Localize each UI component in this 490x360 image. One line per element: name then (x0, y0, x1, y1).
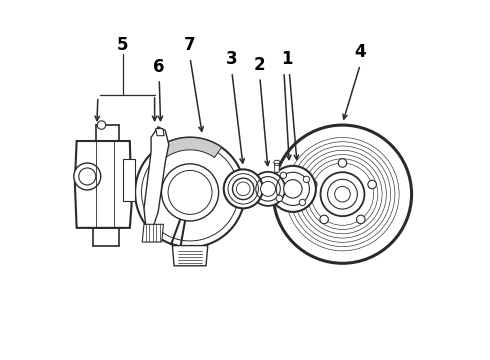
Circle shape (335, 186, 350, 202)
Circle shape (261, 181, 275, 196)
Polygon shape (142, 224, 164, 242)
Polygon shape (156, 129, 164, 136)
Polygon shape (144, 127, 169, 228)
Circle shape (299, 199, 306, 206)
Circle shape (273, 125, 412, 263)
Text: 1: 1 (281, 50, 292, 68)
Circle shape (97, 121, 106, 129)
Circle shape (309, 180, 317, 189)
Circle shape (276, 195, 282, 202)
Circle shape (284, 180, 302, 198)
Polygon shape (159, 138, 221, 158)
Circle shape (224, 169, 263, 208)
Circle shape (303, 176, 310, 183)
Circle shape (357, 215, 365, 224)
Circle shape (74, 163, 101, 190)
Text: 5: 5 (117, 36, 128, 54)
Circle shape (251, 172, 285, 206)
Text: 3: 3 (226, 50, 238, 68)
Circle shape (320, 172, 365, 216)
Text: 4: 4 (354, 44, 366, 62)
Circle shape (270, 166, 316, 212)
Circle shape (368, 180, 376, 189)
Text: 2: 2 (254, 56, 266, 74)
Circle shape (338, 159, 347, 167)
Polygon shape (122, 159, 135, 201)
Polygon shape (172, 246, 208, 266)
Polygon shape (274, 163, 279, 172)
Circle shape (233, 178, 254, 199)
Text: 7: 7 (184, 36, 196, 54)
Circle shape (320, 215, 328, 224)
Polygon shape (135, 138, 245, 247)
Circle shape (162, 164, 219, 221)
Polygon shape (75, 141, 132, 228)
Circle shape (280, 172, 287, 179)
Text: 6: 6 (153, 58, 165, 76)
